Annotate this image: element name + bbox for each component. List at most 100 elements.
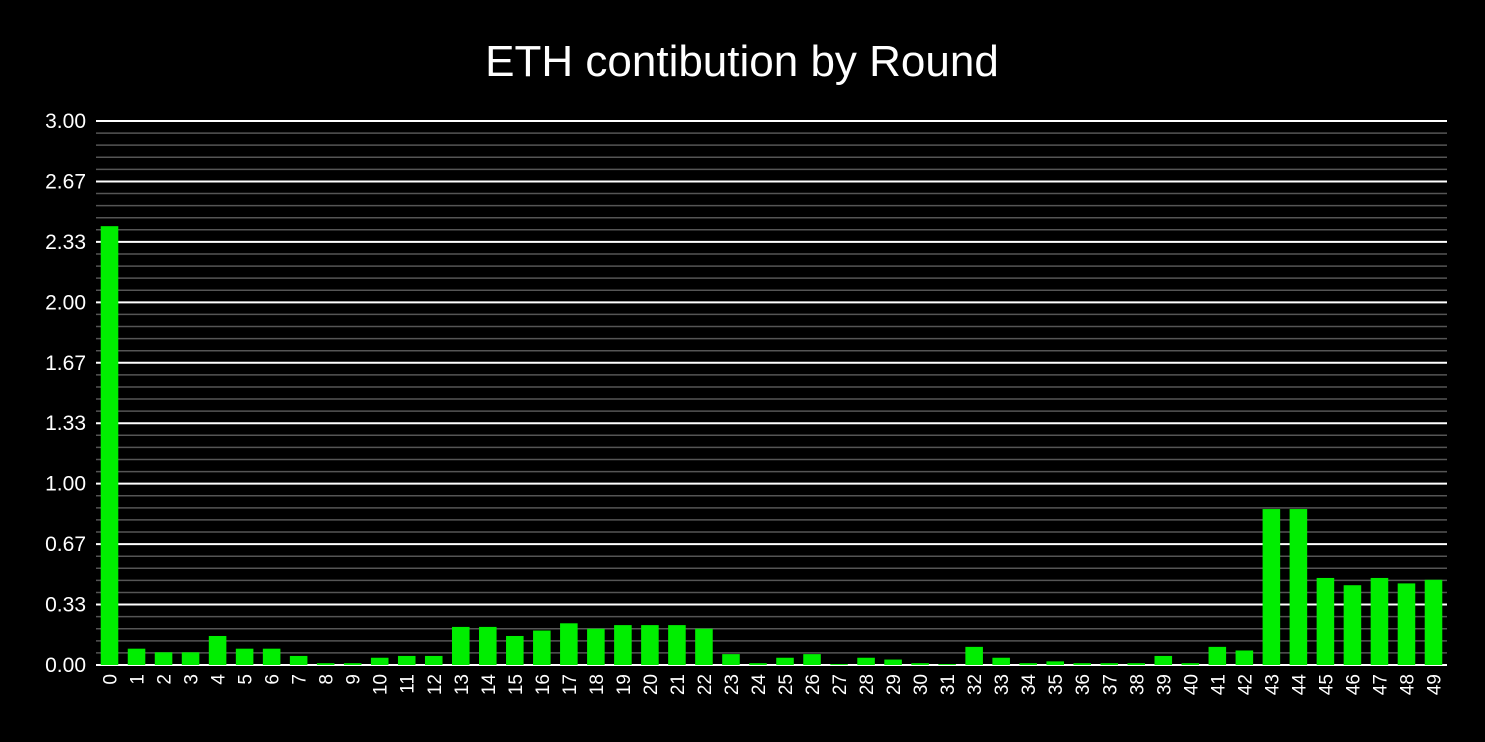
bar-round-28: [857, 657, 875, 665]
bar-round-21: [668, 625, 686, 665]
bar-round-8: [316, 663, 335, 665]
bar-round-11: [397, 655, 416, 665]
bar-round-22: [695, 628, 713, 665]
bar-round-39: [1154, 655, 1173, 665]
x-tick-label: 6: [263, 674, 284, 685]
x-tick-label: 37: [1100, 674, 1121, 695]
bar-round-37: [1100, 663, 1119, 665]
bar-round-48: [1397, 583, 1416, 665]
bar-round-33: [992, 657, 1010, 665]
x-tick-label: 23: [722, 674, 743, 695]
bar-round-4: [208, 635, 227, 665]
bar-round-6: [262, 648, 281, 665]
x-tick-label: 46: [1343, 674, 1364, 695]
x-tick-label: 43: [1262, 674, 1283, 695]
x-tick-label: 31: [938, 674, 959, 695]
x-tick-label: 24: [749, 674, 770, 696]
x-tick-label: 27: [830, 674, 851, 695]
x-tick-label: 19: [614, 674, 635, 695]
x-tick-label: 21: [668, 674, 689, 695]
bar-round-29: [884, 659, 902, 665]
x-tick-label: 1: [128, 674, 149, 685]
bar-round-30: [911, 663, 929, 665]
bar-round-44: [1289, 509, 1308, 665]
x-tick-label: 9: [344, 674, 365, 685]
x-tick-label: 25: [776, 674, 797, 695]
x-tick-label: 2: [155, 674, 176, 685]
bar-round-31: [938, 664, 956, 665]
bar-round-17: [560, 623, 578, 665]
bar-round-43: [1262, 509, 1281, 665]
bar-round-12: [424, 655, 443, 665]
bar-round-47: [1370, 577, 1389, 665]
bar-round-23: [722, 654, 740, 665]
x-tick-label: 45: [1316, 674, 1337, 695]
x-tick-label: 34: [1019, 674, 1040, 696]
x-tick-label: 17: [560, 674, 581, 695]
y-tick-label: 0.67: [45, 533, 86, 556]
x-tick-label: 13: [452, 674, 473, 695]
x-tick-label: 44: [1289, 674, 1310, 696]
bar-round-1: [127, 648, 146, 665]
bar-round-0: [100, 226, 119, 665]
y-axis-ticks: 0.00 0.33 0.67 1.00 1.33 1.67 2.00 2.33 2.67 3.00: [45, 110, 86, 677]
x-tick-label: 30: [911, 674, 932, 695]
y-tick-label: 1.33: [45, 412, 86, 435]
bar-round-45: [1316, 577, 1335, 665]
x-tick-label: 16: [533, 674, 554, 695]
x-tick-label: 5: [236, 674, 257, 685]
bar-round-25: [776, 657, 794, 665]
bar-round-49: [1424, 579, 1443, 665]
x-tick-label: 11: [398, 674, 419, 694]
bar-round-9: [343, 663, 362, 665]
y-tick-label: 1.67: [45, 352, 86, 375]
bar-round-7: [289, 655, 308, 665]
x-tick-label: 29: [884, 674, 905, 695]
x-tick-label: 32: [965, 674, 986, 695]
x-tick-label: 47: [1370, 674, 1391, 695]
bar-round-10: [370, 657, 389, 665]
bar-round-40: [1181, 663, 1200, 665]
bar-round-26: [803, 654, 821, 665]
bar-round-3: [181, 652, 200, 665]
bar-round-14: [479, 626, 497, 665]
bar-round-41: [1208, 646, 1227, 665]
bar-round-27: [830, 664, 848, 665]
bar-round-24: [749, 663, 767, 665]
y-tick-label: 0.33: [45, 594, 86, 617]
x-tick-label: 22: [695, 674, 716, 695]
x-tick-label: 7: [290, 674, 311, 685]
x-axis-ticks: 0 1 2 3 4 5 6 7 8 9 10 11 12 13 14 15 16 17 18 19 20 21 22 23 24…: [101, 674, 1446, 696]
x-tick-label: 15: [506, 674, 527, 695]
bar-round-18: [587, 628, 605, 665]
y-tick-label: 1.00: [45, 473, 86, 496]
x-tick-label: 20: [641, 674, 662, 695]
bar-round-46: [1343, 585, 1362, 665]
x-tick-label: 39: [1154, 674, 1175, 695]
x-tick-label: 38: [1127, 674, 1148, 695]
x-tick-label: 8: [317, 674, 338, 685]
bar-round-36: [1073, 663, 1092, 665]
y-tick-label: 2.33: [45, 231, 86, 254]
bar-round-2: [154, 652, 173, 665]
x-tick-label: 14: [479, 674, 500, 696]
bar-round-38: [1127, 663, 1146, 665]
x-tick-label: 48: [1397, 674, 1418, 695]
x-tick-label: 10: [371, 674, 392, 695]
y-tick-label: 0.00: [45, 654, 86, 677]
y-tick-label: 2.67: [45, 170, 86, 193]
bar-round-32: [965, 646, 983, 665]
chart-title: ETH contibution by Round: [485, 37, 999, 86]
bars: [100, 226, 1443, 665]
x-tick-label: 36: [1073, 674, 1094, 695]
x-tick-label: 4: [209, 674, 230, 685]
bar-round-15: [506, 635, 524, 665]
bar-round-42: [1235, 650, 1254, 665]
bar-round-5: [235, 648, 254, 665]
bar-round-35: [1046, 661, 1064, 665]
y-tick-label: 3.00: [45, 110, 86, 133]
x-tick-label: 40: [1181, 674, 1202, 695]
bar-round-13: [451, 626, 470, 665]
